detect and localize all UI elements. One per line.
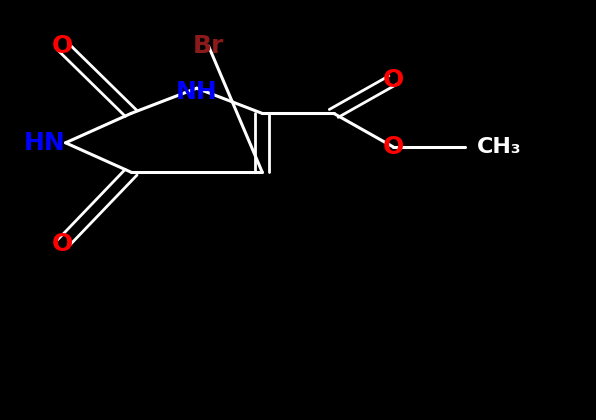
Text: O: O: [52, 34, 73, 58]
Text: Br: Br: [193, 34, 224, 58]
Text: O: O: [52, 231, 73, 256]
Text: NH: NH: [176, 80, 218, 105]
Text: O: O: [383, 68, 404, 92]
Text: O: O: [383, 135, 404, 159]
Text: CH₃: CH₃: [477, 137, 522, 157]
Text: HN: HN: [24, 131, 66, 155]
